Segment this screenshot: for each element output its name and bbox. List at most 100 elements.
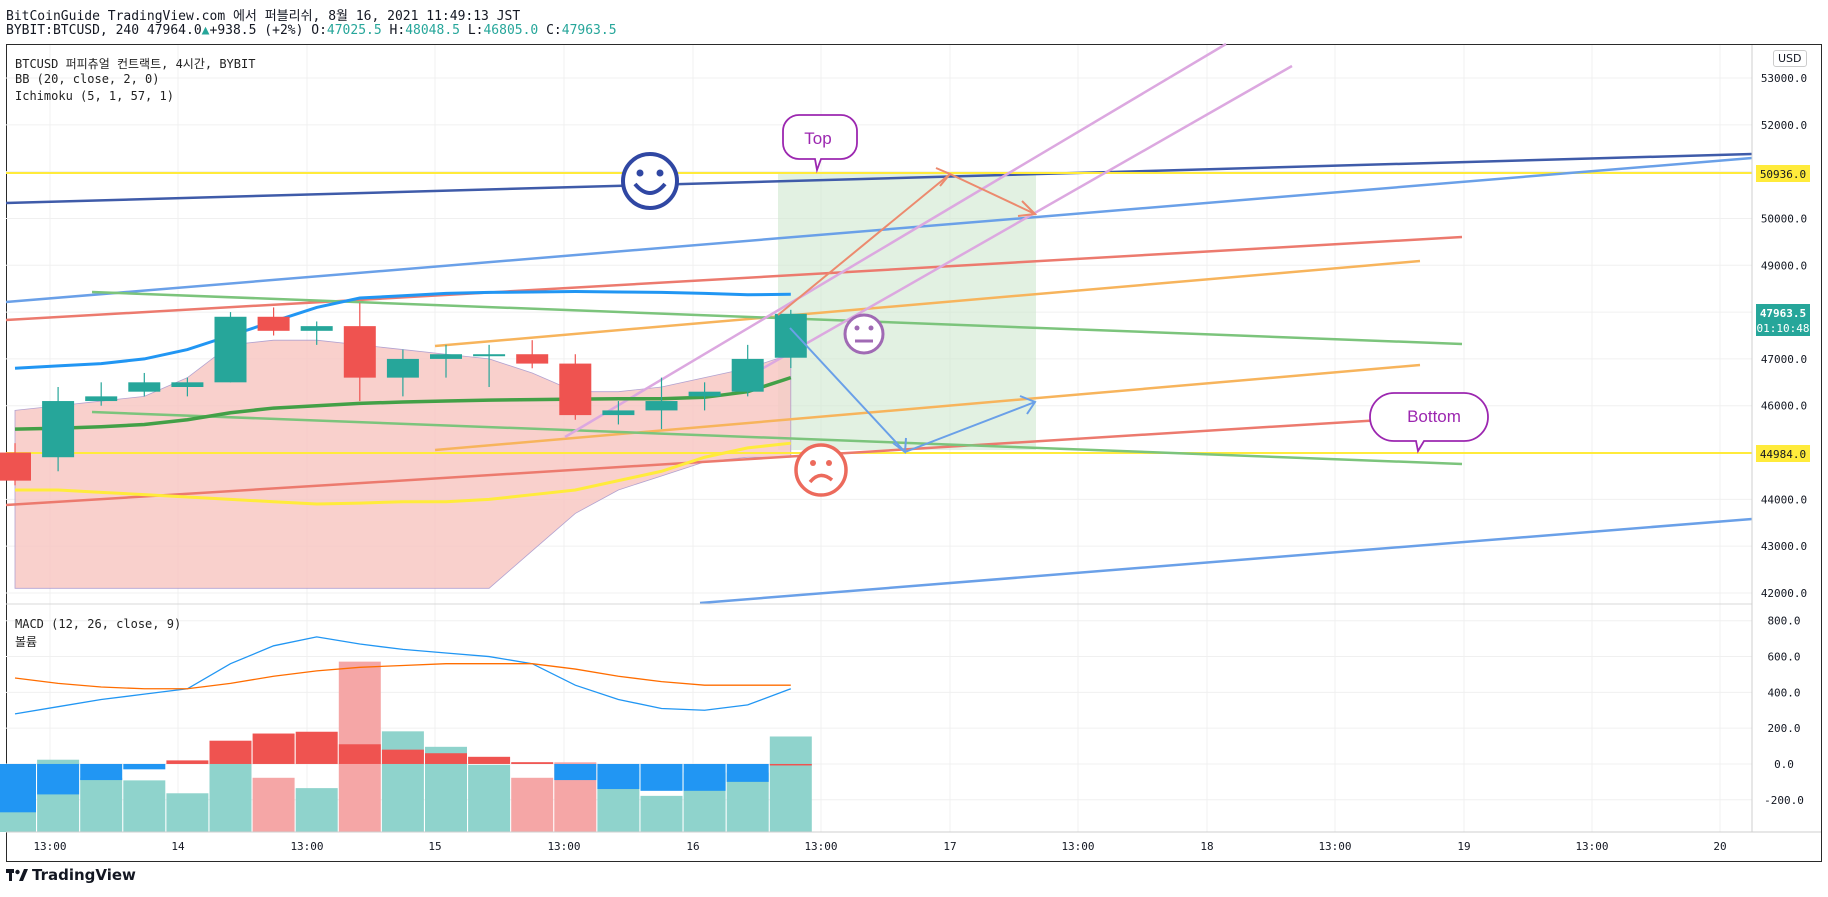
projection-arrows[interactable] xyxy=(777,167,1038,454)
y-tick-label: 50000.0 xyxy=(1761,212,1807,225)
macd-histogram-bar xyxy=(295,731,338,764)
trendline-blue-upper[interactable] xyxy=(5,156,1753,304)
macd-tick-label: 600.0 xyxy=(1767,651,1800,664)
legend-macd: MACD (12, 26, close, 9) xyxy=(15,617,182,631)
happy-face-icon[interactable] xyxy=(621,152,679,210)
macd-histogram-bar xyxy=(338,744,381,764)
candle-body xyxy=(473,354,506,357)
volume-bar xyxy=(295,788,338,832)
bottom-label: Bottom xyxy=(1407,407,1461,426)
trendline-orange-upper[interactable] xyxy=(434,259,1421,348)
x-tick-label: 13:00 xyxy=(1575,840,1608,853)
emoji-markers[interactable] xyxy=(621,152,885,497)
macd-histogram-bar xyxy=(597,763,640,790)
macd-histogram-bar xyxy=(640,763,683,791)
legend-ichimoku: Ichimoku (5, 1, 57, 1) xyxy=(15,89,174,103)
macd-histogram-bar xyxy=(769,763,812,766)
arrow-head-top xyxy=(935,167,952,187)
volume-bar xyxy=(640,795,683,832)
x-tick-label: 19 xyxy=(1457,840,1470,853)
y-tick-label: 42000.0 xyxy=(1761,587,1807,600)
candle-body xyxy=(343,326,376,378)
neutral-face-icon[interactable] xyxy=(843,313,885,355)
bottom-callout[interactable]: Bottom xyxy=(1369,392,1489,454)
trendline-red-lower[interactable] xyxy=(5,413,1463,507)
macd-tick-label: 400.0 xyxy=(1767,686,1800,699)
open-value: 47025.5 xyxy=(326,23,382,38)
x-tick-label: 14 xyxy=(171,840,185,853)
candle-body xyxy=(516,354,549,364)
candle-body xyxy=(128,382,161,392)
callouts[interactable]: Top Bottom xyxy=(782,114,1489,454)
trendline-navy[interactable] xyxy=(5,152,1753,205)
change-value: +938.5 (+2%) xyxy=(209,23,304,38)
candle-body xyxy=(731,358,764,392)
x-tick-label: 13:00 xyxy=(1318,840,1351,853)
volume-bar xyxy=(468,764,511,832)
candles xyxy=(0,302,807,486)
x-tick-label: 13:00 xyxy=(33,840,66,853)
x-tick-label: 13:00 xyxy=(290,840,323,853)
macd-histogram-bar xyxy=(468,756,511,764)
volume-bar xyxy=(252,777,295,832)
trendline-lilac-1[interactable] xyxy=(564,42,1227,439)
trendline-blue-lower[interactable] xyxy=(699,517,1753,605)
candle-body xyxy=(386,358,419,378)
tradingview-brand: TradingView xyxy=(32,866,136,884)
signal-line xyxy=(14,663,791,690)
candle-body xyxy=(688,391,721,397)
candle-body xyxy=(300,326,333,331)
macd-tick-label: 0.0 xyxy=(1774,758,1794,771)
volume-bar xyxy=(511,777,554,832)
y-tick-label: 46000.0 xyxy=(1761,400,1807,413)
candle-body xyxy=(0,452,31,481)
trendline-lilac-2[interactable] xyxy=(759,64,1293,372)
price-tag-upper: 50936.0 xyxy=(1756,165,1810,182)
volume-bar xyxy=(209,754,252,832)
volume-bar xyxy=(123,780,166,832)
top-callout[interactable]: Top xyxy=(782,114,858,174)
macd-histogram-bar xyxy=(166,760,209,764)
publish-header: BitCoinGuide TradingView.com 에서 퍼블리쉬, 8월… xyxy=(6,9,521,24)
y-tick-label: 47000.0 xyxy=(1761,353,1807,366)
trendline-green-lower[interactable] xyxy=(91,410,1463,466)
trendline-red-upper[interactable] xyxy=(5,235,1463,322)
price-tags: 50936.0 44984.0 47963.5 01:10:48 xyxy=(1756,165,1810,462)
confused-face-icon[interactable] xyxy=(794,443,848,497)
price-tag-last: 47963.5 01:10:48 xyxy=(1756,304,1810,336)
close-label: C: xyxy=(546,23,562,38)
candle-body xyxy=(214,316,247,383)
x-tick-label: 13:00 xyxy=(1061,840,1094,853)
candle-body xyxy=(257,316,290,331)
y-tick-label: 43000.0 xyxy=(1761,540,1807,553)
y-tick-label: 44000.0 xyxy=(1761,493,1807,506)
arrow-head-end xyxy=(1019,395,1037,415)
macd-line xyxy=(14,636,792,715)
trendlines[interactable] xyxy=(5,42,1753,605)
high-label: H: xyxy=(389,23,406,38)
currency-button[interactable]: USD xyxy=(1773,50,1807,67)
macd-histogram-bar xyxy=(683,763,726,791)
axes xyxy=(6,45,1821,833)
macd-histogram-bar xyxy=(252,733,295,764)
y-tick-label: 49000.0 xyxy=(1761,259,1807,272)
low-value: 46805.0 xyxy=(483,23,539,38)
macd-histogram-bar xyxy=(554,763,597,781)
volume-bar xyxy=(769,736,812,832)
macd-histogram-bar xyxy=(511,762,554,764)
price-tag-lower: 44984.0 xyxy=(1756,445,1810,462)
open-label: O: xyxy=(311,23,327,38)
x-tick-label: 13:00 xyxy=(547,840,580,853)
volume-bar xyxy=(166,793,209,832)
candle-body xyxy=(559,363,592,416)
candle-body xyxy=(171,382,204,387)
trendline-orange-lower[interactable] xyxy=(434,363,1421,452)
x-tick-label: 16 xyxy=(686,840,699,853)
tradingview-watermark: TradingView xyxy=(6,866,136,884)
macd-tick-label: 200.0 xyxy=(1767,722,1800,735)
macd-pane: 800.0 600.0 400.0 200.0 0.0 -200.0 xyxy=(0,603,1804,832)
candle-body xyxy=(430,354,462,359)
candle-body xyxy=(774,313,807,358)
ichimoku-lead-line xyxy=(15,441,791,506)
